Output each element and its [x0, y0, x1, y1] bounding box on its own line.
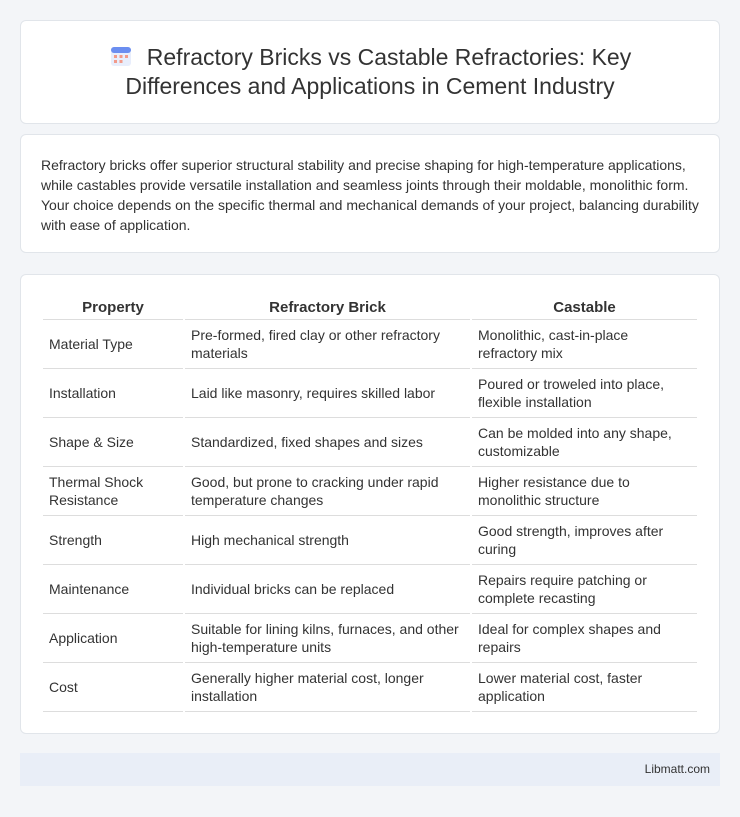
- table-cell: Suitable for lining kilns, furnaces, and…: [185, 614, 470, 663]
- table-cell: Generally higher material cost, longer i…: [185, 663, 470, 712]
- title-text: Refractory Bricks vs Castable Refractori…: [125, 44, 632, 99]
- table-cell: Thermal Shock Resistance: [43, 467, 183, 516]
- column-header: Refractory Brick: [185, 295, 470, 320]
- table-cell: Can be molded into any shape, customizab…: [472, 418, 697, 467]
- table-row: Maintenance Individual bricks can be repl…: [43, 565, 697, 614]
- table-cell: Strength: [43, 516, 183, 565]
- intro-card: Refractory bricks offer superior structu…: [20, 134, 720, 253]
- column-header: Property: [43, 295, 183, 320]
- table-cell: Laid like masonry, requires skilled labo…: [185, 369, 470, 418]
- column-header: Castable: [472, 295, 697, 320]
- footer-text: Libmatt.com: [644, 762, 710, 776]
- table-row: Strength High mechanical strength Good str…: [43, 516, 697, 565]
- table-cell: Good strength, improves after curing: [472, 516, 697, 565]
- title: Refractory Bricks vs Castable Refractori…: [21, 43, 719, 101]
- table-row: Application Suitable for lining kilns, fu…: [43, 614, 697, 663]
- table-cell: Material Type: [43, 320, 183, 369]
- header: Refractory Bricks vs Castable Refractori…: [20, 20, 720, 124]
- table-cell: Poured or troweled into place, flexible …: [472, 369, 697, 418]
- table-row: Cost Generally higher material cost, long…: [43, 663, 697, 712]
- footer: Libmatt.com: [20, 753, 720, 786]
- table-cell: Standardized, fixed shapes and sizes: [185, 418, 470, 467]
- table-cell: Cost: [43, 663, 183, 712]
- table-cell: Higher resistance due to monolithic stru…: [472, 467, 697, 516]
- table-cell: High mechanical strength: [185, 516, 470, 565]
- icon: [110, 47, 131, 66]
- table-cell: Repairs require patching or complete rec…: [472, 565, 697, 614]
- table-cell: Ideal for complex shapes and repairs: [472, 614, 697, 663]
- table-cell: Individual bricks can be replaced: [185, 565, 470, 614]
- table-cell: Maintenance: [43, 565, 183, 614]
- table-row: Installation Laid like masonry, requires …: [43, 369, 697, 418]
- table-row: Material Type Pre-formed, fired clay or o…: [43, 320, 697, 369]
- table-cell: Shape & Size: [43, 418, 183, 467]
- table-cell: Pre-formed, fired clay or other refracto…: [185, 320, 470, 369]
- intro-text: Refractory bricks offer superior structu…: [41, 157, 699, 233]
- table-row: Thermal Shock Resistance Good, but prone …: [43, 467, 697, 516]
- table-cell: Monolithic, cast-in-place refractory mix: [472, 320, 697, 369]
- table-cell: Application: [43, 614, 183, 663]
- table-cell: Lower material cost, faster application: [472, 663, 697, 712]
- table: Property Refractory Brick Castable Material…: [41, 295, 699, 712]
- table-cell: Good, but prone to cracking under rapid …: [185, 467, 470, 516]
- table-card: Property Refractory Brick Castable Material…: [20, 274, 720, 734]
- table-cell: Installation: [43, 369, 183, 418]
- table-row: Shape & Size Standardized, fixed shapes a…: [43, 418, 697, 467]
